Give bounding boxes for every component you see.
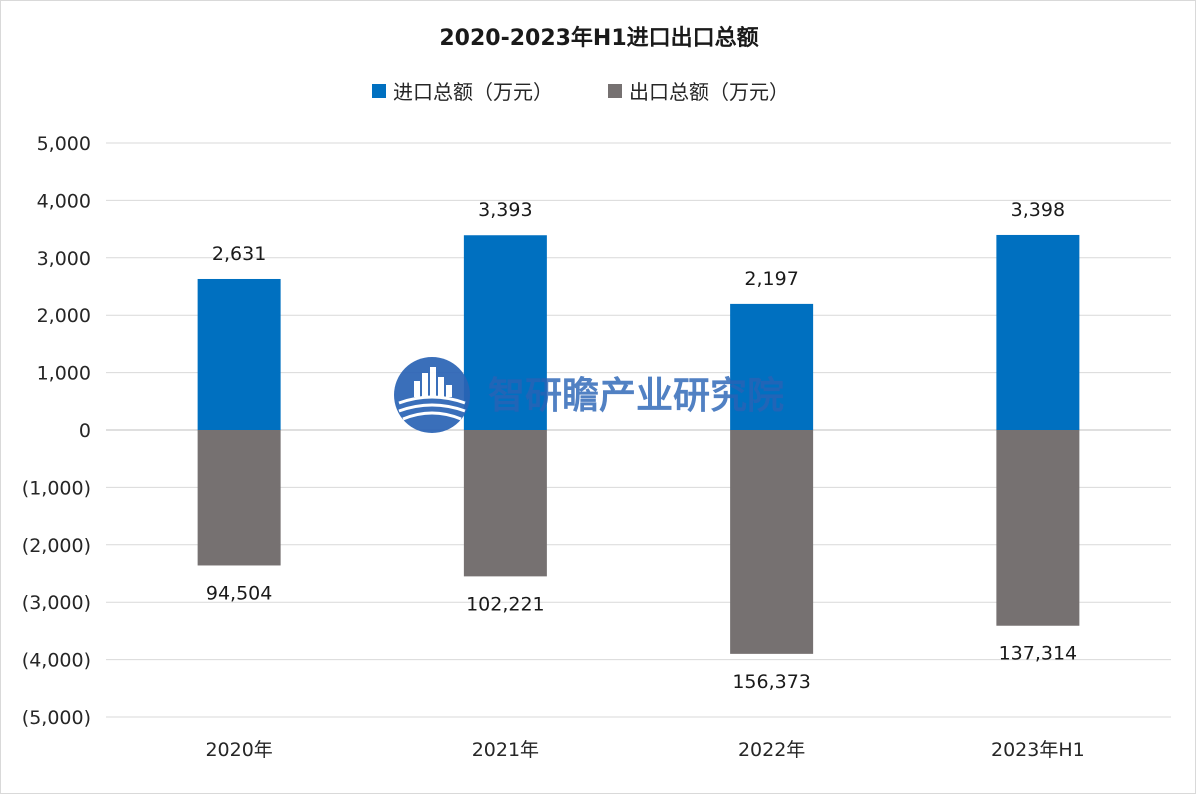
watermark: 智研瞻产业研究院 bbox=[394, 357, 784, 433]
import-bar bbox=[730, 303, 814, 430]
legend-label-export: 出口总额（万元） bbox=[629, 80, 789, 104]
legend-swatch-import bbox=[372, 84, 386, 98]
y-tick-label: (1,000) bbox=[22, 477, 91, 499]
y-tick-label: 5,000 bbox=[37, 133, 91, 155]
legend: 进口总额（万元） 出口总额（万元） bbox=[372, 80, 789, 104]
import-bar bbox=[197, 278, 281, 430]
y-tick-label: (3,000) bbox=[22, 592, 91, 614]
export-bar bbox=[463, 430, 547, 577]
gridlines bbox=[106, 142, 1171, 718]
city-skyline-logo-icon bbox=[394, 357, 470, 433]
import-data-label: 2,631 bbox=[212, 243, 266, 265]
y-tick-label: 3,000 bbox=[37, 248, 91, 270]
y-tick-label: (4,000) bbox=[22, 650, 91, 672]
y-tick-label: 1,000 bbox=[37, 363, 91, 385]
export-data-label: 94,504 bbox=[206, 582, 272, 604]
legend-label-import: 进口总额（万元） bbox=[393, 80, 553, 104]
y-tick-label: (2,000) bbox=[22, 535, 91, 557]
watermark-text: 智研瞻产业研究院 bbox=[488, 374, 784, 417]
legend-swatch-export bbox=[608, 84, 622, 98]
import-data-label: 3,393 bbox=[478, 199, 532, 221]
x-tick-label: 2022年 bbox=[738, 739, 805, 761]
import-data-label: 3,398 bbox=[1011, 199, 1065, 221]
import-bar bbox=[996, 234, 1080, 430]
y-tick-label: 0 bbox=[79, 420, 91, 442]
export-data-label: 156,373 bbox=[732, 671, 811, 693]
import-data-label: 2,197 bbox=[744, 268, 798, 290]
export-bar bbox=[996, 430, 1080, 626]
export-data-label: 137,314 bbox=[999, 643, 1078, 665]
bars bbox=[197, 234, 1080, 654]
x-tick-label: 2020年 bbox=[205, 739, 272, 761]
y-tick-label: (5,000) bbox=[22, 707, 91, 729]
y-tick-label: 4,000 bbox=[37, 190, 91, 212]
y-axis: 5,000 4,000 3,000 2,000 1,000 0 (1,000) (2,000)… bbox=[22, 133, 91, 729]
x-tick-label: 2023年H1 bbox=[991, 739, 1085, 761]
import-bar bbox=[463, 235, 547, 430]
chart-title: 2020-2023年H1进口出口总额 bbox=[439, 25, 758, 51]
data-labels: 2,631 94,504 3,393 102,221 2,197 156,373 3,398… bbox=[206, 199, 1077, 693]
x-tick-label: 2021年 bbox=[472, 739, 539, 761]
export-bar bbox=[730, 430, 814, 654]
export-bar bbox=[197, 430, 281, 566]
y-tick-label: 2,000 bbox=[37, 305, 91, 327]
x-axis: 2020年 2021年 2022年 2023年H1 bbox=[205, 739, 1084, 761]
export-data-label: 102,221 bbox=[466, 593, 545, 615]
